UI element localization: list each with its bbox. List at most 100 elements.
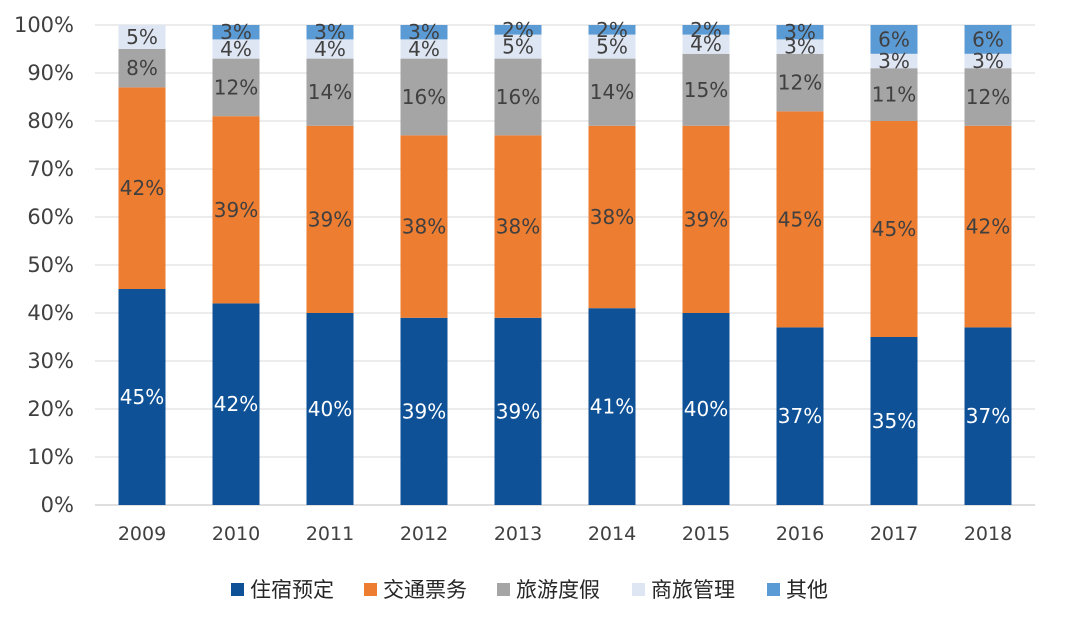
bar-segment bbox=[118, 49, 166, 88]
x-tick-label: 2013 bbox=[494, 523, 542, 545]
bar-segment bbox=[682, 125, 730, 313]
data-label: 15% bbox=[684, 78, 728, 102]
bar-segment bbox=[306, 125, 354, 313]
data-label: 3% bbox=[408, 20, 440, 44]
bar-segment bbox=[682, 313, 730, 505]
x-tick-label: 2016 bbox=[776, 523, 824, 545]
bar-segment bbox=[682, 34, 730, 54]
bar-segment bbox=[588, 25, 636, 35]
bar-segment bbox=[212, 39, 260, 59]
x-tick-label: 2011 bbox=[306, 523, 354, 545]
y-tick-label: 90% bbox=[27, 61, 74, 85]
data-label: 37% bbox=[778, 404, 822, 428]
y-tick-label: 100% bbox=[14, 13, 74, 37]
data-label: 39% bbox=[308, 207, 352, 231]
data-label: 39% bbox=[214, 198, 258, 222]
bar-segment bbox=[964, 125, 1012, 328]
bar-segment bbox=[212, 58, 260, 117]
data-label: 11% bbox=[872, 83, 916, 107]
data-label: 39% bbox=[496, 399, 540, 423]
bar-segment bbox=[306, 25, 354, 40]
data-label: 37% bbox=[966, 404, 1010, 428]
data-label: 3% bbox=[784, 20, 816, 44]
data-label: 42% bbox=[966, 215, 1010, 239]
bar-segment bbox=[212, 303, 260, 505]
data-label: 14% bbox=[308, 80, 352, 104]
data-label: 39% bbox=[684, 207, 728, 231]
data-label: 12% bbox=[214, 75, 258, 99]
bars bbox=[118, 25, 1012, 505]
bar-segment bbox=[212, 116, 260, 304]
legend-item: 住宿预定 bbox=[231, 578, 334, 602]
x-tick-label: 2014 bbox=[588, 523, 636, 545]
bar-segment bbox=[776, 327, 824, 505]
legend-item: 其他 bbox=[767, 578, 828, 602]
x-tick-label: 2017 bbox=[870, 523, 918, 545]
bar-segment bbox=[682, 53, 730, 126]
bar-segment bbox=[776, 39, 824, 54]
data-label: 2% bbox=[690, 18, 722, 42]
data-label: 16% bbox=[496, 85, 540, 109]
data-label: 45% bbox=[872, 217, 916, 241]
x-axis: 2009 2010 2011 2012 2013 2014 2015 2016 2017 2018 bbox=[118, 523, 1012, 545]
legend-swatch bbox=[231, 583, 244, 596]
bar-segment bbox=[870, 337, 918, 505]
bar-segment bbox=[870, 68, 918, 121]
data-label: 2% bbox=[502, 18, 534, 42]
data-label: 5% bbox=[126, 25, 158, 49]
data-label: 4% bbox=[408, 37, 440, 61]
y-tick-label: 60% bbox=[27, 205, 74, 229]
bar-segment bbox=[400, 58, 448, 136]
bar-segment bbox=[870, 53, 918, 69]
legend-swatch bbox=[364, 583, 377, 596]
bar-segment bbox=[964, 53, 1012, 69]
bar-segment bbox=[870, 25, 918, 54]
y-tick-label: 30% bbox=[27, 349, 74, 373]
data-label: 12% bbox=[778, 71, 822, 95]
data-label: 6% bbox=[878, 27, 910, 51]
legend-item: 商旅管理 bbox=[632, 578, 735, 602]
bar-segment bbox=[682, 25, 730, 35]
data-label: 39% bbox=[402, 399, 446, 423]
x-tick-label: 2015 bbox=[682, 523, 730, 545]
data-label: 40% bbox=[308, 397, 352, 421]
data-label: 4% bbox=[220, 37, 252, 61]
y-tick-label: 70% bbox=[27, 157, 74, 181]
data-label: 42% bbox=[214, 392, 258, 416]
bar-segment bbox=[400, 25, 448, 40]
data-labels: 45%42%8%5%42%39%12%4%3%40%39%14%4%3%39%3… bbox=[120, 18, 1010, 433]
bar-segment bbox=[494, 317, 542, 505]
y-axis: 0% 10% 20% 30% 40% 50% 60% 70% 80% 90% 100% bbox=[14, 13, 74, 517]
data-label: 35% bbox=[872, 409, 916, 433]
legend-label: 其他 bbox=[786, 578, 828, 602]
bar-segment bbox=[400, 317, 448, 505]
legend-label: 旅游度假 bbox=[516, 578, 600, 602]
legend-label: 交通票务 bbox=[383, 578, 467, 602]
x-tick-label: 2012 bbox=[400, 523, 448, 545]
data-label: 4% bbox=[690, 32, 722, 56]
bar-segment bbox=[588, 34, 636, 59]
y-tick-label: 10% bbox=[27, 445, 74, 469]
data-label: 4% bbox=[314, 37, 346, 61]
data-label: 45% bbox=[778, 207, 822, 231]
bar-segment bbox=[870, 121, 918, 337]
legend-swatch bbox=[632, 583, 645, 596]
data-label: 2% bbox=[596, 18, 628, 42]
bar-segment bbox=[118, 289, 166, 505]
legend-label: 商旅管理 bbox=[651, 578, 735, 602]
data-label: 6% bbox=[972, 27, 1004, 51]
bar-segment bbox=[776, 25, 824, 40]
data-label: 41% bbox=[590, 395, 634, 419]
data-label: 3% bbox=[220, 20, 252, 44]
data-label: 38% bbox=[590, 205, 634, 229]
data-label: 38% bbox=[402, 215, 446, 239]
y-tick-label: 0% bbox=[41, 493, 74, 517]
data-label: 42% bbox=[120, 176, 164, 200]
bar-segment bbox=[494, 135, 542, 318]
bar-segment bbox=[494, 25, 542, 35]
bar-segment bbox=[400, 39, 448, 59]
data-label: 3% bbox=[878, 49, 910, 73]
bar-segment bbox=[118, 87, 166, 290]
data-label: 16% bbox=[402, 85, 446, 109]
